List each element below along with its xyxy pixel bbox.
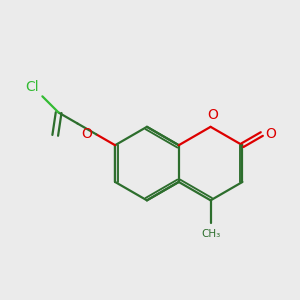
Text: O: O — [266, 127, 277, 141]
Text: O: O — [82, 127, 92, 141]
Text: CH₃: CH₃ — [201, 229, 220, 239]
Text: Cl: Cl — [26, 80, 39, 94]
Text: O: O — [208, 108, 219, 122]
